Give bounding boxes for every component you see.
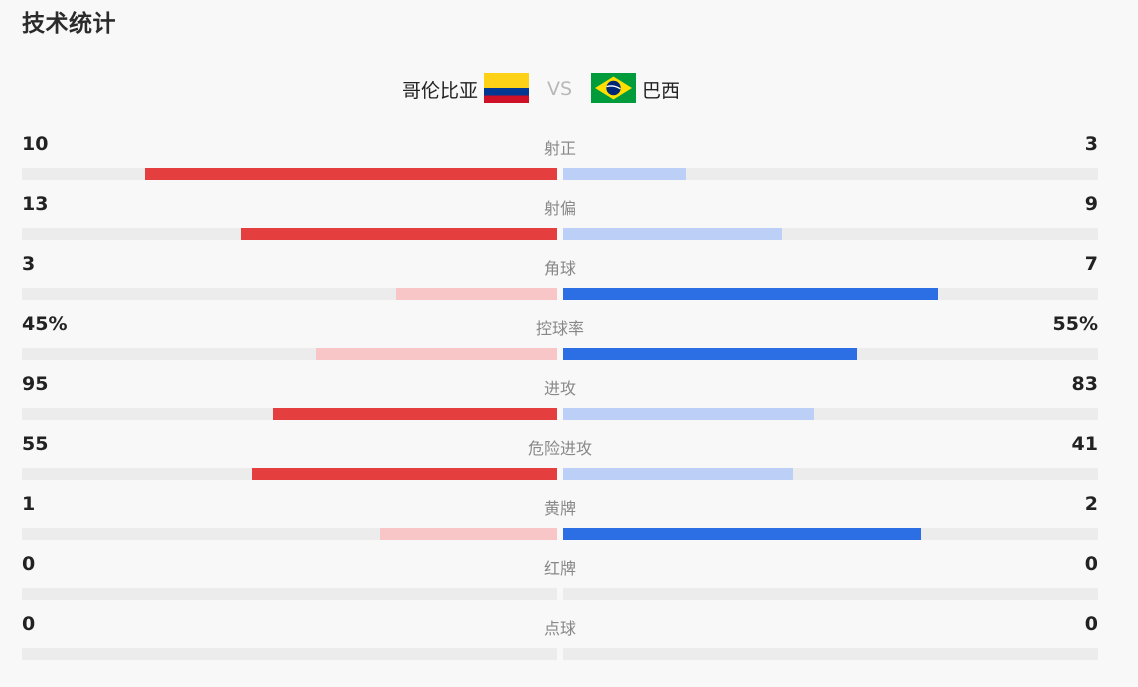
away-stat-value: 9 [1084, 193, 1098, 215]
away-stat-value: 0 [1084, 613, 1098, 635]
away-stat-bar-track [563, 348, 1098, 360]
away-stat-bar [563, 408, 814, 420]
home-stat-bar-track [22, 588, 557, 600]
away-stat-bar-track [563, 228, 1098, 240]
home-stat-value: 45% [22, 313, 68, 335]
away-stat-value: 2 [1084, 493, 1098, 515]
stat-row: 13 射偏 9 [22, 193, 1098, 253]
away-stat-bar-track [563, 468, 1098, 480]
home-stat-value: 0 [22, 613, 36, 635]
stat-label: 红牌 [543, 559, 576, 578]
stat-label: 射偏 [543, 199, 576, 218]
home-stat-bar-track [22, 408, 557, 420]
away-stat-bar [563, 288, 938, 300]
home-stat-value: 3 [22, 253, 36, 275]
away-stat-bar-track [563, 288, 1098, 300]
away-stat-value: 83 [1071, 373, 1098, 395]
home-stat-bar [252, 468, 557, 480]
away-stat-bar-track [563, 168, 1098, 180]
away-stat-bar-track [563, 648, 1098, 660]
away-team-name: 巴西 [642, 80, 681, 102]
away-stat-bar [563, 468, 793, 480]
home-stat-bar-track [22, 468, 557, 480]
stat-row: 0 红牌 0 [22, 553, 1098, 613]
home-stat-bar-track [22, 168, 557, 180]
home-stat-bar [380, 528, 557, 540]
home-stat-bar [396, 288, 557, 300]
stat-row: 3 角球 7 [22, 253, 1098, 313]
away-stat-bar-track [563, 528, 1098, 540]
away-stat-value: 41 [1071, 433, 1098, 455]
home-stat-bar [273, 408, 557, 420]
stat-row: 0 点球 0 [22, 613, 1098, 673]
home-stat-bar-track [22, 228, 557, 240]
home-stat-bar [145, 168, 557, 180]
stat-label: 角球 [543, 259, 576, 278]
stat-label: 危险进攻 [527, 439, 592, 458]
stat-row: 1 黄牌 2 [22, 493, 1098, 553]
away-stat-bar-track [563, 408, 1098, 420]
stat-label: 点球 [543, 619, 576, 638]
away-stat-bar [563, 348, 857, 360]
vs-label: VS [547, 78, 573, 100]
home-stat-bar [316, 348, 557, 360]
stat-row: 10 射正 3 [22, 133, 1098, 193]
home-team-name: 哥伦比亚 [401, 80, 478, 102]
stat-label: 控球率 [535, 319, 584, 338]
home-stat-value: 0 [22, 553, 36, 575]
home-stat-bar-track [22, 288, 557, 300]
stat-label: 黄牌 [543, 499, 576, 518]
stat-label: 射正 [543, 139, 576, 158]
home-stat-value: 55 [22, 433, 49, 455]
away-stat-value: 7 [1084, 253, 1098, 275]
away-stat-bar [563, 228, 782, 240]
home-stat-bar-track [22, 528, 557, 540]
away-stat-bar-track [563, 588, 1098, 600]
stat-row: 95 进攻 83 [22, 373, 1098, 433]
colombia-flag-icon [484, 73, 529, 103]
page-title: 技术统计 [22, 11, 116, 37]
home-stat-value: 10 [22, 133, 49, 155]
stat-label: 进攻 [543, 379, 576, 398]
home-stat-value: 95 [22, 373, 49, 395]
away-stat-bar [563, 168, 686, 180]
away-stat-value: 55% [1052, 313, 1098, 335]
away-stat-bar [563, 528, 921, 540]
home-stat-value: 13 [22, 193, 49, 215]
stat-row: 55 危险进攻 41 [22, 433, 1098, 493]
home-stat-bar-track [22, 348, 557, 360]
away-stat-value: 3 [1084, 133, 1098, 155]
home-stat-bar-track [22, 648, 557, 660]
away-stat-value: 0 [1084, 553, 1098, 575]
teams-header: 哥伦比亚 VS 巴西 [0, 72, 1138, 104]
brazil-flag-icon [591, 73, 636, 103]
home-stat-bar [241, 228, 557, 240]
stat-row: 45% 控球率 55% [22, 313, 1098, 373]
home-stat-value: 1 [22, 493, 36, 515]
